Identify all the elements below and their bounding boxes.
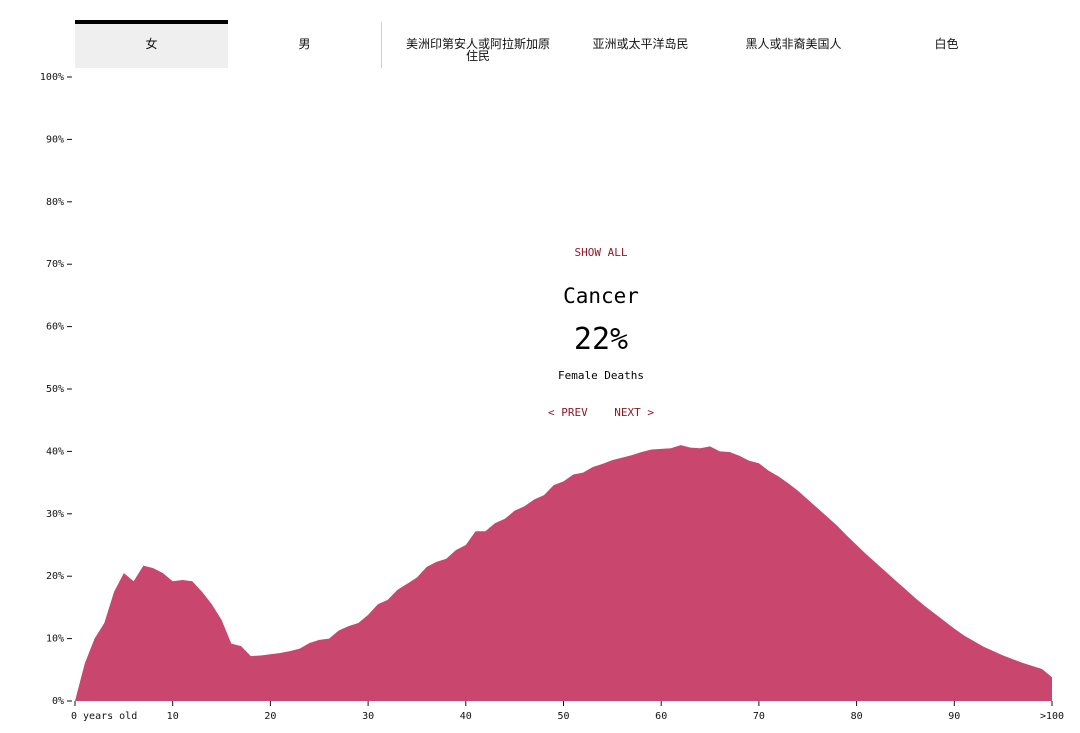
y-tick-label: 30% — [46, 509, 64, 520]
x-tick-label: 0 years old — [71, 711, 137, 722]
subtitle: Female Deaths — [557, 369, 645, 382]
x-tick-label: 20 — [264, 711, 276, 722]
cause-title: Cancer — [563, 284, 639, 308]
x-tick-label: 30 — [362, 711, 374, 722]
prev-button[interactable]: < PREV — [548, 406, 588, 419]
x-tick-label: 10 — [167, 711, 179, 722]
tab-bar: 女 男 美洲印第安人或阿拉斯加原住民 亚洲或太平洋岛民 黑人或非裔美国人 白色 — [75, 20, 1052, 68]
x-tick-label: >100 — [1040, 711, 1064, 722]
tab[interactable]: 白色 — [934, 37, 959, 51]
x-tick-label: 40 — [460, 711, 472, 722]
x-tick-label: 50 — [557, 711, 569, 722]
tab[interactable]: 女 — [75, 20, 228, 68]
y-tick-label: 60% — [46, 322, 64, 333]
show-all[interactable]: SHOW ALL — [574, 246, 628, 259]
x-tick-label: 70 — [753, 711, 765, 722]
y-tick-label: 10% — [46, 634, 64, 645]
y-tick-label: 20% — [46, 571, 64, 582]
y-tick-label: 90% — [46, 134, 64, 145]
next-button[interactable]: NEXT > — [614, 406, 654, 419]
x-tick-label: 80 — [851, 711, 863, 722]
y-tick-label: 50% — [46, 384, 64, 395]
y-tick-label: 70% — [46, 259, 64, 270]
pager: < PREV NEXT > — [451, 406, 751, 419]
x-tick-label: 90 — [948, 711, 960, 722]
tab[interactable]: 黑人或非裔美国人 — [745, 37, 842, 51]
cause-share: 22% — [573, 322, 629, 357]
y-tick-label: 40% — [46, 446, 64, 457]
area — [75, 445, 1052, 701]
y-tick-label: 0% — [52, 696, 64, 707]
tab[interactable]: 美洲印第安人或阿拉斯加原住民 — [381, 20, 564, 68]
x-tick-label: 60 — [655, 711, 667, 722]
tab[interactable]: 男 — [298, 37, 311, 51]
tab[interactable]: 亚洲或太平洋岛民 — [592, 37, 689, 51]
y-tick-label: 100% — [40, 72, 64, 83]
y-tick-label: 80% — [46, 197, 64, 208]
